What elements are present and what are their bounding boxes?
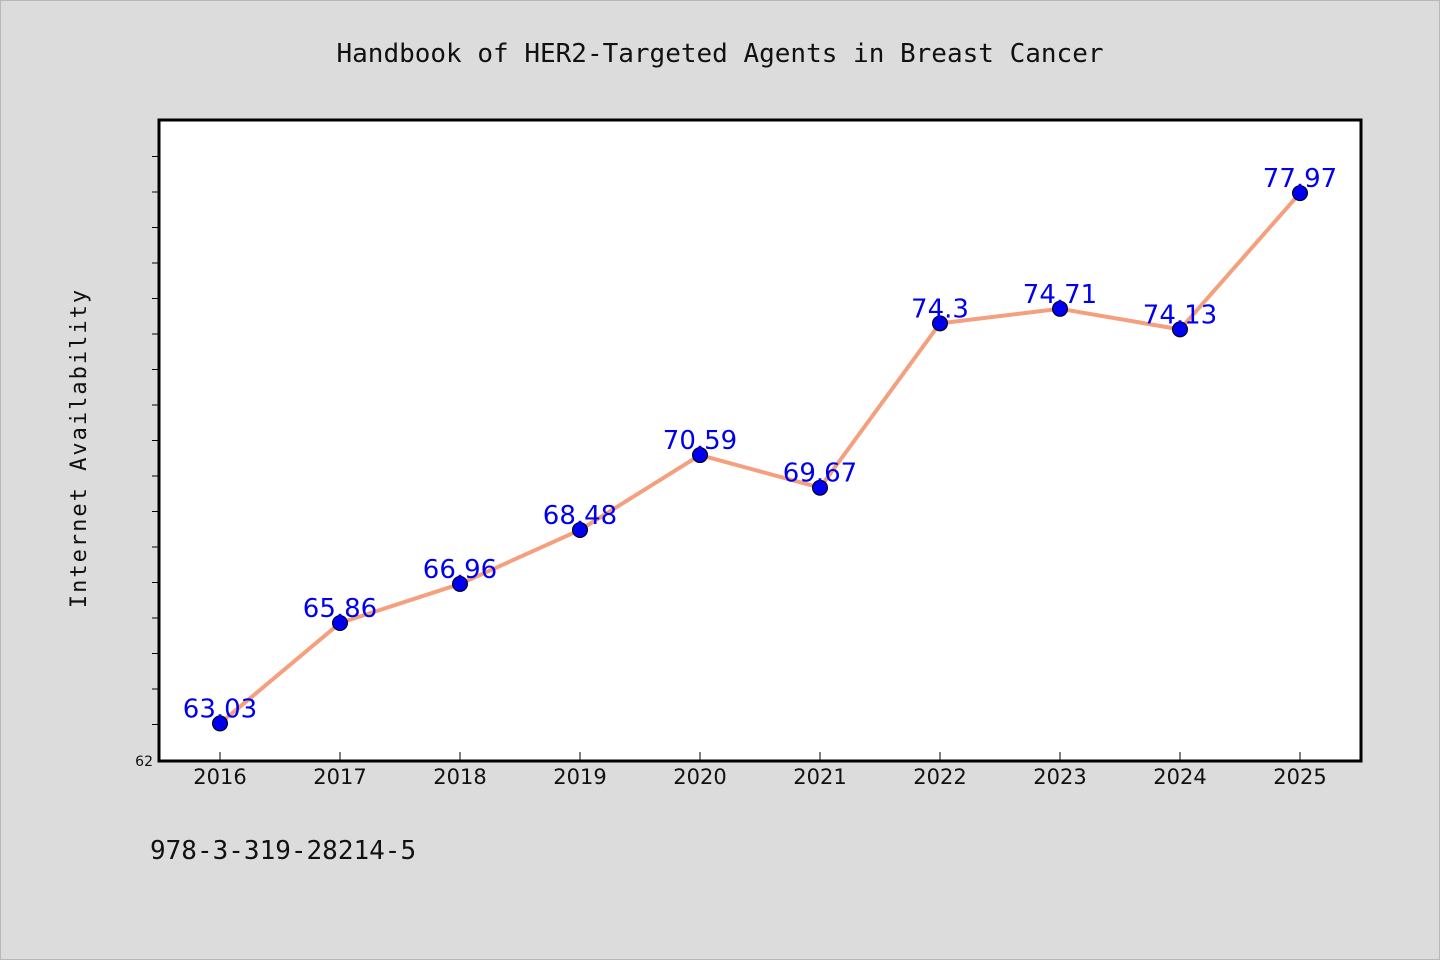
- data-label: 68.48: [543, 501, 617, 531]
- y-axis-ticks: 62: [135, 156, 159, 770]
- x-tick-label: 2020: [673, 765, 726, 789]
- data-label: 69.67: [783, 459, 857, 489]
- x-tick-label: 2018: [433, 765, 486, 789]
- data-label: 63.03: [183, 694, 257, 724]
- data-point: [572, 521, 588, 538]
- y-axis-label: Internet Availability: [67, 288, 92, 608]
- data-point: [1292, 185, 1308, 202]
- data-label: 70.59: [663, 426, 737, 456]
- plot-area: [157, 118, 1363, 763]
- y-tick-label: 62: [135, 754, 153, 770]
- series-line-group: [218, 191, 1302, 726]
- data-label: 74.13: [1143, 300, 1217, 330]
- x-tick-label: 2024: [1153, 765, 1206, 789]
- data-point: [332, 614, 348, 631]
- data-point: [1052, 300, 1068, 317]
- chart-title: Handbook of HER2-Targeted Agents in Brea…: [336, 39, 1103, 69]
- x-tick-label: 2025: [1273, 765, 1326, 789]
- data-markers: [212, 185, 1308, 732]
- x-tick-label: 2016: [193, 765, 246, 789]
- data-label: 66.96: [423, 555, 497, 585]
- data-point: [212, 715, 228, 732]
- data-point: [692, 447, 708, 464]
- data-point: [1172, 321, 1188, 338]
- x-axis-ticks: 2016 2017 2018 2019 2020 2021 2022 2023 2024 2025: [193, 752, 1327, 789]
- series-line: [218, 191, 1302, 726]
- x-tick-label: 2019: [553, 765, 606, 789]
- data-point: [932, 315, 948, 332]
- data-point: [452, 575, 468, 592]
- data-label: 74.71: [1023, 280, 1097, 310]
- data-label: 74.3: [911, 294, 969, 324]
- x-tick-label: 2017: [313, 765, 366, 789]
- data-labels: 63.03 65.86 66.96 68.48 70.59 69.67 74.3 74.71 7…: [183, 164, 1337, 724]
- data-label: 65.86: [303, 594, 377, 624]
- isbn-text: 978-3-319-28214-5: [150, 836, 417, 866]
- x-tick-label: 2022: [913, 765, 966, 789]
- x-tick-label: 2021: [793, 765, 846, 789]
- data-label: 77.97: [1263, 164, 1337, 194]
- x-tick-label: 2023: [1033, 765, 1086, 789]
- data-point: [812, 479, 828, 496]
